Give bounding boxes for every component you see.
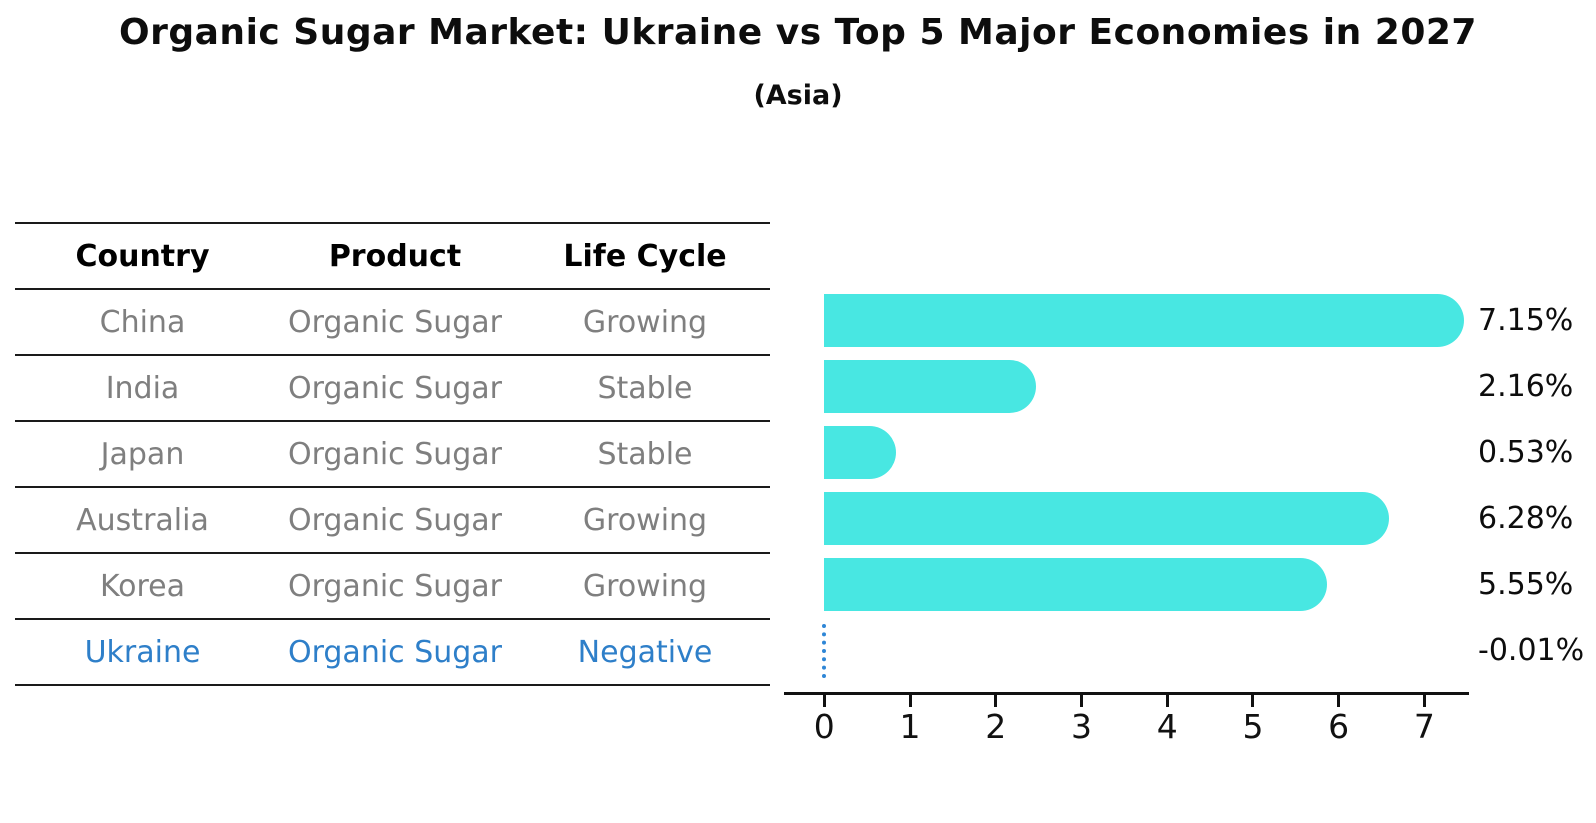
table-row-korea: Korea Organic Sugar Growing	[15, 554, 770, 620]
bar-japan	[824, 426, 897, 479]
column-header-lifecycle: Life Cycle	[563, 238, 727, 274]
country-cell: Korea	[99, 568, 186, 604]
bar-chart: 7.15% 2.16% 0.53% 6.28% 5.55% -0.01% 0 1 2…	[784, 288, 1596, 778]
x-tick-label: 2	[985, 707, 1007, 746]
table-row-australia: Australia Organic Sugar Growing	[15, 488, 770, 554]
x-tick-label: 3	[1070, 707, 1092, 746]
x-tick-label: 7	[1413, 707, 1435, 746]
x-tick-label: 6	[1328, 707, 1350, 746]
life-cycle-cell: Stable	[597, 370, 693, 406]
column-header-product: Product	[328, 238, 462, 274]
x-tick-mark	[994, 692, 998, 707]
table-row-ukraine: Ukraine Organic Sugar Negative	[15, 620, 770, 686]
bar-value-korea: 5.55%	[1478, 567, 1574, 602]
bar-china	[824, 294, 1464, 347]
bar-value-australia: 6.28%	[1478, 501, 1574, 536]
x-tick-mark	[1422, 692, 1426, 707]
x-tick-mark	[908, 692, 912, 707]
bar-row-india: 2.16%	[784, 354, 1596, 420]
bar-row-australia: 6.28%	[784, 486, 1596, 552]
table-row-china: China Organic Sugar Growing	[15, 290, 770, 356]
x-tick-mark	[1165, 692, 1169, 707]
x-axis-line	[784, 692, 1469, 695]
country-cell: Japan	[100, 436, 185, 472]
ukraine-negative-marker	[822, 624, 827, 678]
bar-row-ukraine: -0.01%	[784, 618, 1596, 684]
bar-india	[824, 360, 1036, 413]
country-cell: Australia	[76, 502, 209, 538]
life-cycle-cell: Growing	[582, 568, 708, 604]
country-cell: Ukraine	[84, 634, 201, 670]
x-tick-label: 5	[1242, 707, 1264, 746]
x-tick-mark	[822, 692, 826, 707]
bar-australia	[824, 492, 1390, 545]
x-tick-mark	[1079, 692, 1083, 707]
x-tick-label: 1	[899, 707, 921, 746]
table-header-row: Country Product Life Cycle	[15, 224, 770, 290]
product-cell: Organic Sugar	[287, 634, 503, 670]
bar-value-ukraine: -0.01%	[1478, 633, 1585, 668]
life-cycle-cell: Negative	[577, 634, 713, 670]
chart-subtitle: (Asia)	[753, 80, 843, 111]
bar-row-korea: 5.55%	[784, 552, 1596, 618]
country-info-table: Country Product Life Cycle China Organic…	[15, 222, 770, 686]
country-cell: India	[105, 370, 180, 406]
product-cell: Organic Sugar	[287, 304, 503, 340]
bar-row-japan: 0.53%	[784, 420, 1596, 486]
product-cell: Organic Sugar	[287, 502, 503, 538]
life-cycle-cell: Stable	[597, 436, 693, 472]
column-header-country: Country	[75, 238, 210, 274]
product-cell: Organic Sugar	[287, 436, 503, 472]
x-axis-ticks: 0 1 2 3 4 5 6 7	[784, 288, 1596, 778]
life-cycle-cell: Growing	[582, 502, 708, 538]
table-row-japan: Japan Organic Sugar Stable	[15, 422, 770, 488]
product-cell: Organic Sugar	[287, 568, 503, 604]
table-row-india: India Organic Sugar Stable	[15, 356, 770, 422]
x-tick-label: 4	[1156, 707, 1178, 746]
bar-value-china: 7.15%	[1478, 303, 1574, 338]
bar-value-japan: 0.53%	[1478, 435, 1574, 470]
x-tick-label: 0	[813, 707, 835, 746]
chart-title: Organic Sugar Market: Ukraine vs Top 5 M…	[119, 12, 1477, 53]
life-cycle-cell: Growing	[582, 304, 708, 340]
x-tick-mark	[1337, 692, 1341, 707]
product-cell: Organic Sugar	[287, 370, 503, 406]
bar-value-india: 2.16%	[1478, 369, 1574, 404]
country-cell: China	[99, 304, 186, 340]
x-tick-mark	[1251, 692, 1255, 707]
bar-korea	[824, 558, 1327, 611]
bar-row-china: 7.15%	[784, 288, 1596, 354]
